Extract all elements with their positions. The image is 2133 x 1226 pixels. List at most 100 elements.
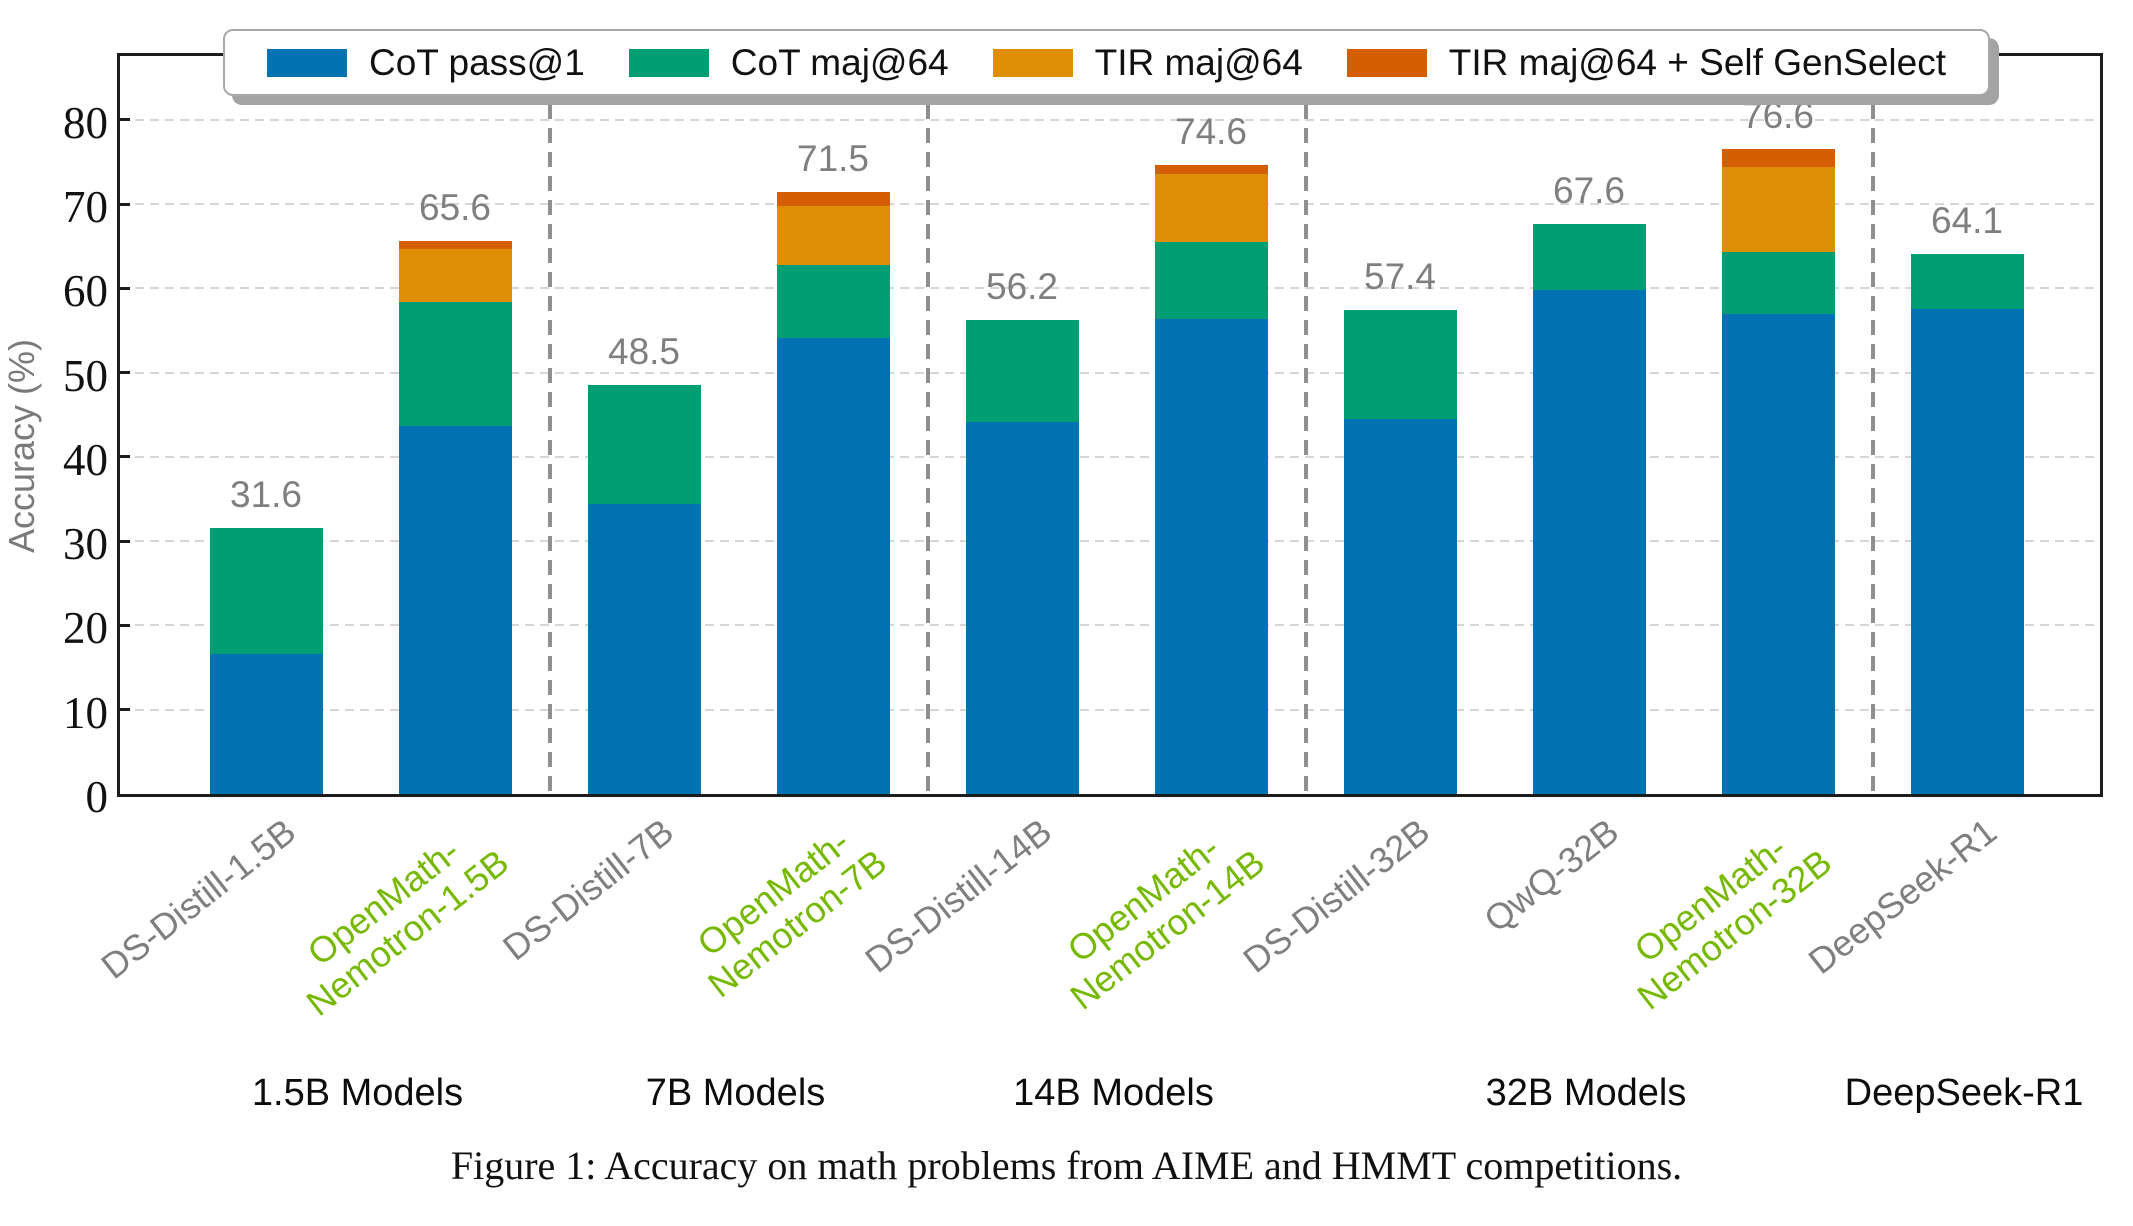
y-tick-mark bbox=[120, 455, 130, 459]
bar-value-label: 71.5 bbox=[796, 137, 870, 179]
gridline bbox=[120, 287, 2100, 290]
bar-value-label: 74.6 bbox=[1174, 111, 1248, 153]
y-tick-label: 80 bbox=[63, 97, 108, 148]
y-tick-label: 10 bbox=[63, 687, 108, 738]
bar-openmath-nemotron-1.5b bbox=[398, 241, 512, 794]
y-tick-label: 60 bbox=[63, 266, 108, 317]
bar-segment bbox=[1532, 290, 1646, 794]
bar-segment bbox=[1343, 419, 1457, 794]
group-separator bbox=[547, 56, 552, 794]
y-tick-label: 30 bbox=[63, 519, 108, 570]
legend-item: CoT maj@64 bbox=[628, 41, 949, 84]
y-tick-label: 20 bbox=[63, 603, 108, 654]
bar-openmath-nemotron-32b bbox=[1721, 148, 1835, 794]
bar-ds-distill-14b bbox=[965, 320, 1079, 794]
bar-segment bbox=[1721, 313, 1835, 794]
legend-label: TIR maj@64 bbox=[1094, 41, 1303, 83]
y-tick-mark bbox=[120, 371, 130, 375]
bar-segment bbox=[398, 425, 512, 794]
x-tick-label: DS-Distill-32B bbox=[1235, 810, 1438, 981]
legend-item: CoT pass@1 bbox=[267, 42, 585, 84]
bar-value-label: 48.5 bbox=[607, 331, 681, 373]
bar-openmath-nemotron-14b bbox=[1154, 165, 1268, 794]
group-separator bbox=[1303, 56, 1308, 794]
group-separator bbox=[925, 56, 930, 794]
bar-openmath-nemotron-7b bbox=[776, 191, 890, 794]
bar-segment bbox=[965, 320, 1079, 422]
bar-value-label: 65.6 bbox=[418, 187, 492, 229]
bar-value-label: 57.4 bbox=[1363, 256, 1437, 298]
legend-item: TIR maj@64 bbox=[992, 41, 1303, 84]
legend-label: TIR maj@64 + Self GenSelect bbox=[1448, 41, 1946, 83]
gridline bbox=[120, 624, 2100, 627]
y-tick-mark bbox=[120, 708, 130, 712]
group-label: 32B Models bbox=[1485, 1072, 1687, 1114]
legend: CoT pass@1 CoT maj@64 TIR maj@64 TIR maj@64… bbox=[223, 29, 1990, 96]
bar-segment bbox=[1721, 148, 1835, 168]
bar-segment bbox=[1343, 310, 1457, 420]
bar-segment bbox=[398, 241, 512, 249]
bar-segment bbox=[1154, 318, 1268, 794]
y-tick-label: 0 bbox=[85, 772, 109, 822]
bar-value-label: 67.6 bbox=[1552, 170, 1626, 212]
gridline bbox=[120, 118, 2100, 121]
legend-swatch-icon bbox=[992, 48, 1073, 77]
group-label: 14B Models bbox=[1013, 1072, 1214, 1114]
gridline bbox=[120, 455, 2100, 458]
bar-segment bbox=[965, 421, 1079, 794]
plot-area: 31.6 65.6 48.5 71.5 56.2 74.6 57.4 67.6 76.6 64.1 bbox=[117, 53, 2103, 797]
bar-segment bbox=[587, 504, 701, 794]
bar-segment bbox=[1532, 224, 1646, 291]
y-tick-mark bbox=[120, 202, 130, 206]
y-tick-label: 50 bbox=[63, 350, 108, 401]
bar-value-label: 56.2 bbox=[985, 266, 1059, 308]
bar-deepseek-r1 bbox=[1910, 253, 2024, 794]
gridline bbox=[120, 540, 2100, 543]
figure-caption: Figure 1: Accuracy on math problems from… bbox=[450, 1143, 1683, 1188]
legend-label: CoT pass@1 bbox=[369, 41, 585, 83]
bar-segment bbox=[1154, 173, 1268, 243]
legend-item: TIR maj@64 + Self GenSelect bbox=[1346, 41, 1946, 84]
gridline bbox=[120, 371, 2100, 374]
bar-segment bbox=[1721, 252, 1835, 314]
bar-segment bbox=[776, 191, 890, 206]
group-label: 7B Models bbox=[645, 1072, 826, 1114]
legend-label: CoT maj@64 bbox=[730, 41, 949, 83]
bar-segment bbox=[209, 527, 323, 655]
gridline bbox=[120, 708, 2100, 711]
bar-value-label: 31.6 bbox=[229, 473, 303, 515]
bar-segment bbox=[776, 264, 890, 339]
group-label: 1.5B Models bbox=[251, 1072, 464, 1114]
x-tick-label: DeepSeek-R1 bbox=[1800, 810, 2005, 982]
bar-segment bbox=[1910, 253, 2024, 309]
bar-segment bbox=[398, 248, 512, 302]
group-separator bbox=[1870, 56, 1875, 794]
y-tick-label: 40 bbox=[63, 434, 108, 485]
x-tick-label: DS-Distill-7B bbox=[495, 810, 682, 969]
bar-qwq-32b bbox=[1532, 224, 1646, 794]
y-tick-label: 70 bbox=[63, 182, 108, 233]
bar-segment bbox=[1910, 308, 2024, 794]
bar-segment bbox=[1154, 165, 1268, 174]
legend-swatch-icon bbox=[1346, 48, 1427, 77]
legend-swatch-icon bbox=[628, 48, 709, 77]
group-label: DeepSeek-R1 bbox=[1844, 1072, 2084, 1114]
gridline bbox=[120, 203, 2100, 206]
y-tick-mark bbox=[120, 539, 130, 543]
bar-value-label: 64.1 bbox=[1930, 199, 2004, 241]
bar-segment bbox=[1154, 242, 1268, 319]
x-tick-label: OpenMath- Nemotron-1.5B bbox=[298, 830, 516, 1024]
bar-ds-distill-1.5b bbox=[209, 527, 323, 794]
bar-segment bbox=[209, 654, 323, 794]
bar-value-label: 76.6 bbox=[1741, 94, 1815, 136]
y-tick-mark bbox=[120, 623, 130, 627]
bar-segment bbox=[587, 385, 701, 505]
bar-segment bbox=[1721, 167, 1835, 253]
legend-swatch-icon bbox=[267, 48, 347, 77]
bar-segment bbox=[398, 301, 512, 426]
bar-ds-distill-32b bbox=[1343, 310, 1457, 794]
bar-segment bbox=[776, 338, 890, 794]
y-tick-mark bbox=[120, 118, 130, 122]
y-tick-mark bbox=[120, 286, 130, 290]
